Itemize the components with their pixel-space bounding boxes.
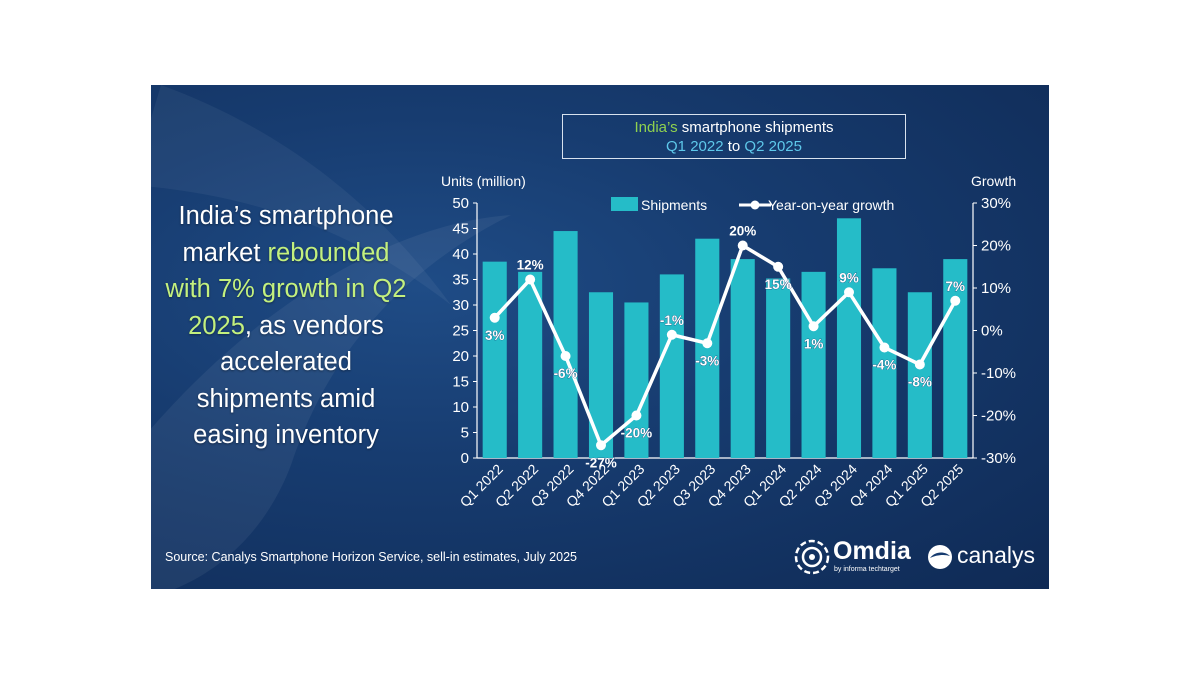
growth-data-label: -3% <box>695 353 719 368</box>
growth-point <box>702 338 713 349</box>
canalys-logo: canalys <box>926 537 1041 577</box>
y-tick-label: 5 <box>461 425 469 442</box>
growth-point <box>596 440 606 451</box>
growth-point <box>525 274 536 285</box>
slide: India’s smartphone market rebounded with… <box>151 85 1049 589</box>
legend: Shipments Year-on-year growth <box>611 197 894 213</box>
legend-marker-growth <box>750 200 760 210</box>
growth-data-label: 15% <box>765 277 792 292</box>
legend-label-growth: Year-on-year growth <box>768 197 894 213</box>
growth-data-label: -27% <box>585 455 617 470</box>
y2-tick-label: -10% <box>981 365 1016 382</box>
bar <box>588 292 614 458</box>
bar <box>907 292 932 458</box>
growth-data-label: -4% <box>872 358 896 373</box>
y-tick-label: 40 <box>452 246 469 263</box>
growth-point <box>489 312 500 323</box>
background-swirl <box>151 85 511 589</box>
y-tick-label: 10 <box>452 399 469 416</box>
growth-point <box>950 295 961 306</box>
chart: Units (million) Growth Shipments Year-on… <box>441 173 1016 510</box>
y-tick-label: 50 <box>452 195 469 212</box>
growth-point <box>631 410 642 421</box>
headline-text-1: India’s smartphone market <box>178 202 394 267</box>
growth-point <box>844 287 854 298</box>
y2-axis-label: Growth <box>971 173 1016 189</box>
bar <box>482 261 507 458</box>
bar <box>659 274 684 458</box>
headline-highlight: rebounded with 7% growth in Q2 2025 <box>165 238 407 340</box>
bars <box>482 218 968 458</box>
growth-data-label: 7% <box>946 279 966 294</box>
bar <box>695 238 720 458</box>
headline: India’s smartphone market rebounded with… <box>161 198 411 454</box>
bar <box>518 271 543 458</box>
growth-data-label: 12% <box>517 258 544 273</box>
growth-data-label: -20% <box>621 426 653 441</box>
growth-point <box>914 359 925 370</box>
growth-data-label: 1% <box>804 336 824 351</box>
omdia-logo: Omdia by informa techtarget <box>793 535 923 579</box>
y2-tick-label: -30% <box>981 450 1016 467</box>
y-tick-label: 20 <box>452 348 469 365</box>
bar <box>943 259 968 458</box>
y-tick-label: 15 <box>452 374 469 391</box>
title-to: Q2 2025 <box>744 138 802 155</box>
growth-line: 3% 12% -6% -27% -20% -1% -3% 20% 15% 1% 9% -4% -8% 7% <box>485 223 966 470</box>
y-tick-label: 35 <box>452 272 469 289</box>
growth-point <box>808 321 819 332</box>
bar <box>801 271 826 458</box>
y-axis-label: Units (million) <box>441 173 526 189</box>
growth-data-label: -1% <box>660 313 684 328</box>
bar <box>553 231 578 458</box>
legend-swatch-shipments <box>611 197 638 211</box>
growth-point <box>737 240 748 251</box>
y2-tick-label: 20% <box>981 238 1011 255</box>
growth-line-path <box>493 243 957 447</box>
y-tick-label: 25 <box>452 323 469 340</box>
y2-tick-label: -20% <box>981 408 1016 425</box>
y2-tick-label: 0% <box>981 323 1003 340</box>
growth-data-label: 9% <box>839 270 859 285</box>
y-tick-label: 30 <box>452 297 469 314</box>
title-to-word: to <box>723 138 745 155</box>
y2-tick-label: 30% <box>981 195 1011 212</box>
growth-data-label: 20% <box>729 224 756 239</box>
growth-data-label: 3% <box>485 328 505 343</box>
canalys-wordmark: canalys <box>957 542 1035 568</box>
growth-point <box>773 261 784 272</box>
omdia-wordmark: Omdia <box>833 537 911 565</box>
growth-point <box>879 342 890 353</box>
growth-point <box>560 351 571 361</box>
y-tick-label: 45 <box>452 221 469 238</box>
chart-title: India’s smartphone shipments Q1 2022 to … <box>562 114 906 159</box>
bar <box>624 302 649 458</box>
bar <box>730 259 755 458</box>
growth-data-label: -6% <box>554 366 578 381</box>
title-rest: smartphone shipments <box>677 119 834 136</box>
title-from: Q1 2022 <box>666 138 724 155</box>
growth-point <box>666 329 677 340</box>
omdia-icon <box>794 539 830 575</box>
bar <box>836 218 862 458</box>
bar <box>872 268 897 458</box>
y2-tick-label: 10% <box>981 280 1011 297</box>
headline-text-2: , as vendors accelerated shipments amid … <box>193 311 384 450</box>
source-note: Source: Canalys Smartphone Horizon Servi… <box>165 550 577 564</box>
y-tick-label: 0 <box>461 450 469 467</box>
legend-label-shipments: Shipments <box>641 197 707 213</box>
canalys-icon <box>928 545 952 569</box>
bar <box>766 278 791 458</box>
growth-data-label: -8% <box>908 375 932 390</box>
omdia-tagline: by informa techtarget <box>834 566 900 573</box>
title-country: India’s <box>634 119 678 136</box>
